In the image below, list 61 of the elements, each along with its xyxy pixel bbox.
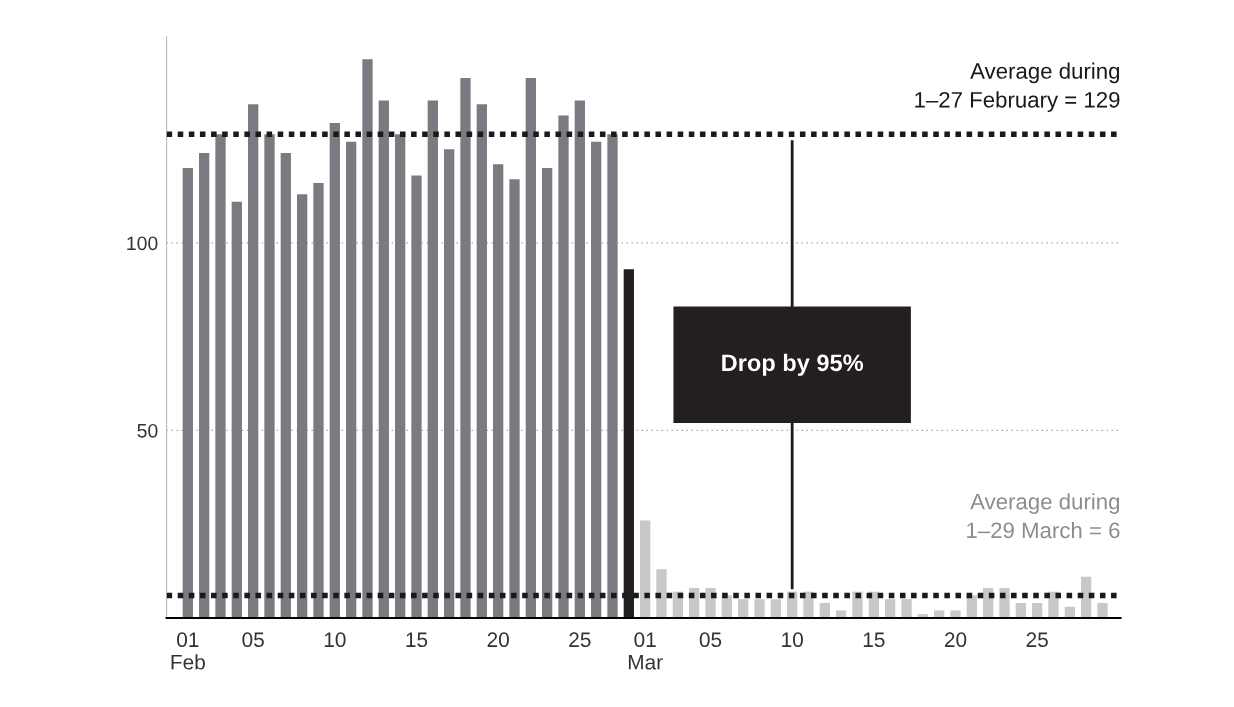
bar (378, 100, 389, 618)
bar (231, 201, 242, 618)
x-tick-label: 01 Feb (171, 632, 205, 670)
bar (362, 59, 373, 618)
bar (705, 587, 716, 618)
x-tick-label: 15 (863, 632, 885, 648)
bar (395, 134, 406, 618)
bar (1081, 576, 1092, 618)
bar (591, 141, 602, 618)
bar (754, 599, 765, 618)
bar (215, 134, 226, 618)
bar (934, 610, 945, 618)
x-tick-label: 05 (699, 632, 722, 648)
bar (1097, 602, 1108, 618)
bar (264, 134, 275, 618)
bar (656, 569, 667, 618)
bar (1032, 602, 1043, 618)
bar (444, 149, 455, 618)
bar (460, 78, 471, 618)
bar (640, 520, 651, 618)
x-tick-label: 10 (782, 632, 803, 648)
x-tick-label: 25 (569, 632, 591, 648)
bar (199, 152, 210, 618)
x-tick-label: 15 (406, 632, 428, 648)
bar (836, 610, 847, 618)
bar (738, 599, 749, 618)
y-tick-label: 100 (127, 236, 158, 251)
bar (248, 104, 259, 618)
bar (411, 175, 422, 618)
bar (885, 599, 896, 618)
bar (476, 104, 487, 618)
x-tick-label: 10 (324, 632, 346, 648)
bar (1015, 602, 1026, 618)
bar (607, 134, 618, 618)
x-tick-label: 25 (1026, 632, 1048, 648)
bar (329, 123, 340, 618)
bar (819, 602, 830, 618)
bar (182, 167, 193, 618)
x-tick-label: 20 (944, 632, 967, 648)
bar (999, 587, 1010, 618)
x-tick-label: 01 Mar (628, 632, 663, 670)
bar (574, 100, 585, 618)
x-tick-label: 05 (242, 632, 264, 648)
bar (280, 152, 291, 618)
bar (542, 167, 553, 618)
bar (346, 141, 357, 618)
bar (297, 194, 308, 618)
x-tick-label: 20 (487, 632, 509, 648)
bar (558, 115, 569, 618)
bar (950, 610, 961, 618)
bar (427, 100, 438, 618)
bar (313, 182, 324, 618)
ref-line-label: Average during 1–27 February = 129 (915, 62, 1120, 113)
annotation: Drop by 95% (722, 353, 864, 376)
bar (770, 599, 781, 618)
y-tick-label: 50 (137, 423, 158, 438)
bar (901, 599, 912, 618)
ref-line-label: Average during 1–29 March = 6 (967, 493, 1120, 539)
bar (509, 179, 520, 618)
bar (493, 164, 504, 618)
bar (525, 78, 536, 618)
